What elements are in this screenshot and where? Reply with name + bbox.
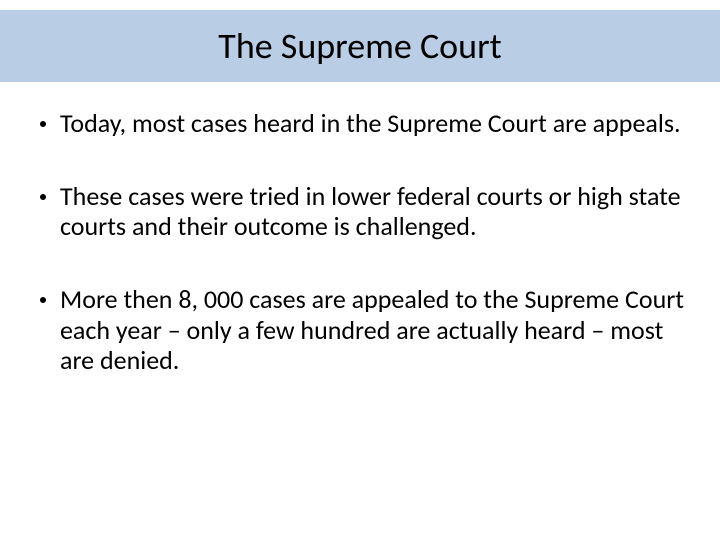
bullet-item: These cases were tried in lower federal … [40,181,692,242]
bullet-text: These cases were tried in lower federal … [60,181,692,242]
bullet-dot-icon [40,297,46,303]
title-banner: The Supreme Court [0,10,720,82]
bullet-text: Today, most cases heard in the Supreme C… [60,108,692,139]
slide-body: Today, most cases heard in the Supreme C… [40,108,692,418]
bullet-item: Today, most cases heard in the Supreme C… [40,108,692,139]
bullet-item: More then 8, 000 cases are appealed to t… [40,284,692,376]
slide-title: The Supreme Court [218,24,501,68]
bullet-text: More then 8, 000 cases are appealed to t… [60,284,692,376]
bullet-dot-icon [40,194,46,200]
bullet-dot-icon [40,121,46,127]
